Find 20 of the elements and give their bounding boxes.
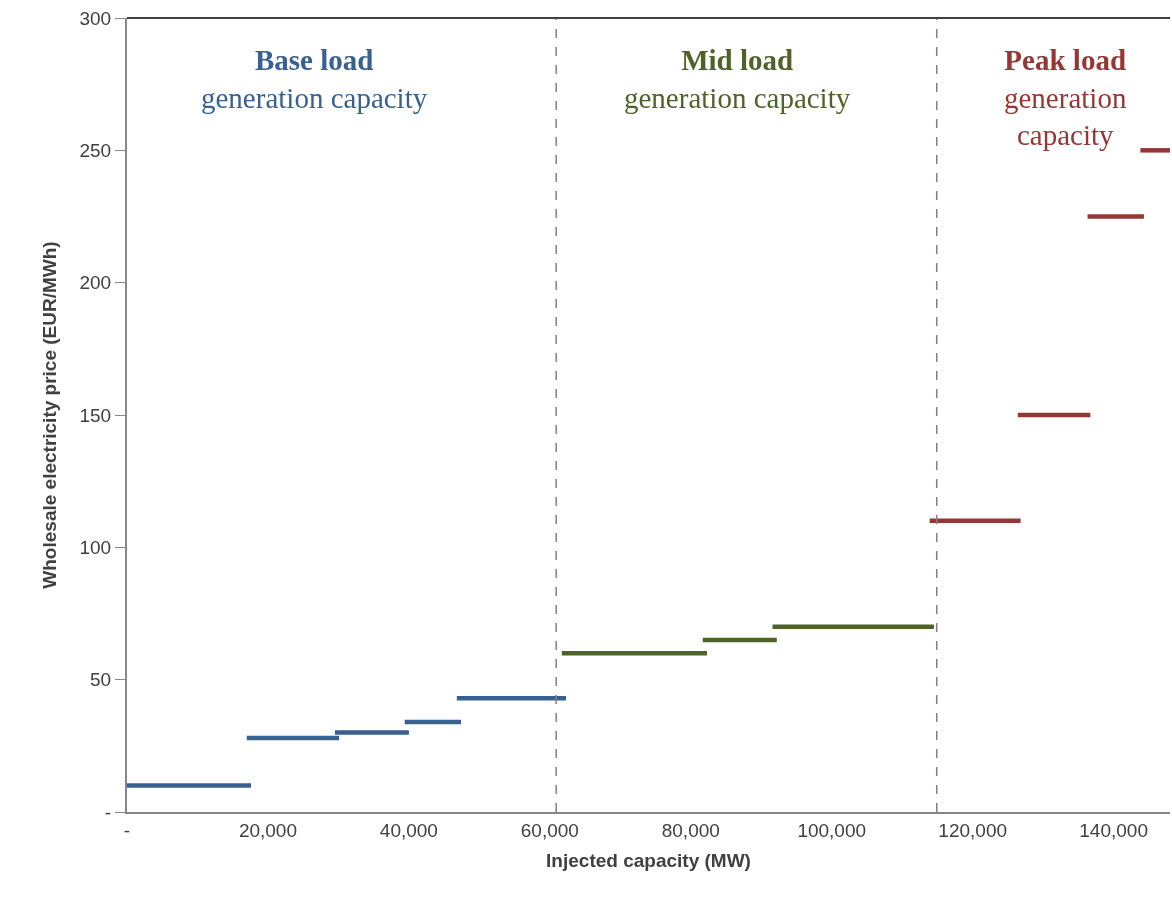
x-axis-title: Injected capacity (MW) xyxy=(546,850,751,872)
y-tick-label: - xyxy=(104,801,112,823)
x-tick-label: 100,000 xyxy=(797,819,867,841)
x-tick-label: - xyxy=(123,819,131,841)
x-tick-label: 40,000 xyxy=(379,819,438,841)
annotation: Mid load generation capacity xyxy=(624,44,851,114)
x-tick-label: 20,000 xyxy=(238,819,298,841)
x-tick-label: 80,000 xyxy=(661,819,720,841)
x-tick-label: 120,000 xyxy=(938,819,1008,841)
y-axis-title: Wholesale electricity price (EUR/MWh) xyxy=(38,241,60,589)
y-tick-label: 50 xyxy=(90,669,112,691)
y-tick-label: 100 xyxy=(79,536,112,558)
y-tick-label: 250 xyxy=(79,139,112,161)
x-tick-label: 140,000 xyxy=(1079,819,1148,841)
annotation: Base load generation capacity xyxy=(201,44,428,114)
y-tick-label: 300 xyxy=(79,7,112,29)
annotation: Peak load generation capacity xyxy=(1004,44,1127,152)
y-tick-label: 150 xyxy=(79,404,112,426)
x-tick-label: 60,000 xyxy=(520,819,579,841)
y-tick-label: 200 xyxy=(79,272,112,294)
